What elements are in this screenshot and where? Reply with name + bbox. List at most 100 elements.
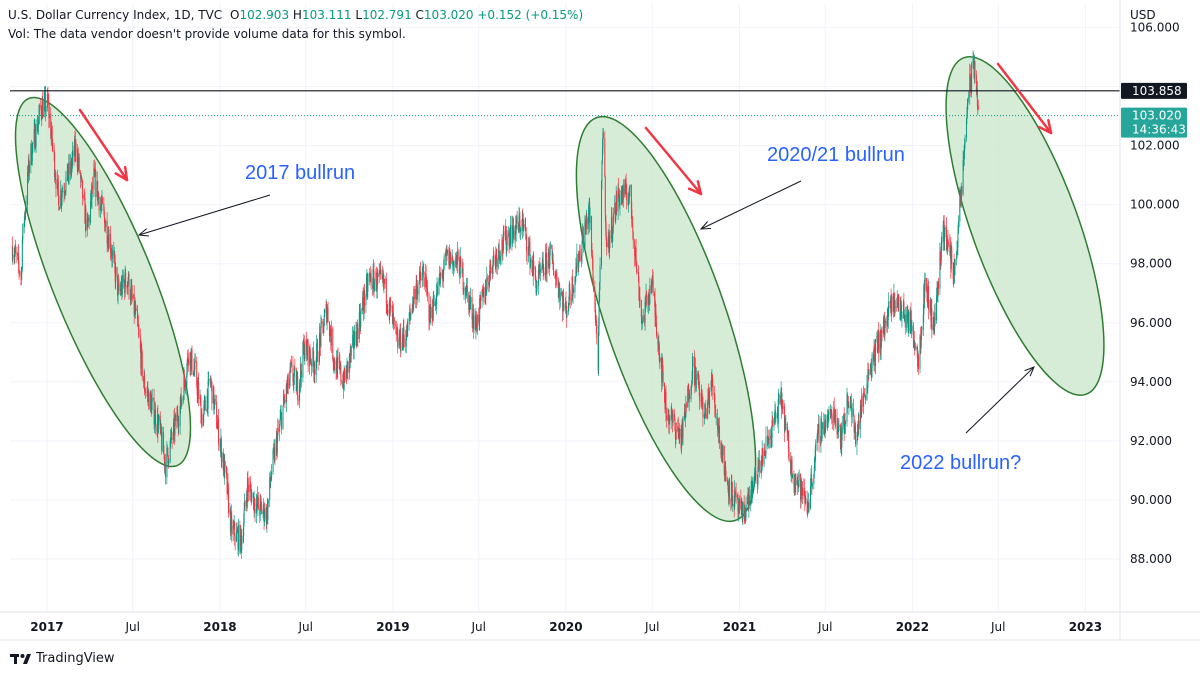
candle-body xyxy=(481,290,483,301)
candle-body xyxy=(533,260,535,269)
candle-body xyxy=(386,304,388,306)
candle-body xyxy=(269,477,271,500)
candle-body xyxy=(944,227,946,230)
candle-body xyxy=(710,390,712,392)
candle-body xyxy=(725,479,727,480)
candle-body xyxy=(428,293,430,322)
candle-body xyxy=(177,421,179,427)
candle-body xyxy=(389,299,391,305)
candle-body xyxy=(598,325,600,371)
pointer-arrow-2020-head xyxy=(699,221,712,230)
candle-body xyxy=(237,524,239,550)
candle-body xyxy=(604,176,606,216)
candle-body xyxy=(719,426,721,443)
candle-body xyxy=(698,384,700,388)
candle-body xyxy=(669,419,671,421)
candle-body xyxy=(536,285,538,288)
candle-body xyxy=(816,435,818,444)
candle-body xyxy=(464,287,466,295)
candle-body xyxy=(360,311,362,328)
candle-body xyxy=(302,342,304,378)
candle-body xyxy=(880,337,882,350)
candle-body xyxy=(751,490,753,499)
candle-body xyxy=(144,377,146,392)
y-tick-label: 94.000 xyxy=(1130,375,1172,389)
candle-body xyxy=(373,268,375,271)
candle-body xyxy=(125,272,127,286)
candle-body xyxy=(356,324,358,328)
candle-body xyxy=(153,398,155,399)
candle-body xyxy=(764,452,766,456)
candle-body xyxy=(492,259,494,274)
candle-body xyxy=(774,409,776,419)
candle-body xyxy=(691,379,693,385)
candle-body xyxy=(567,306,569,311)
candle-body xyxy=(894,306,896,310)
candle-body xyxy=(637,271,639,281)
candle-body xyxy=(677,426,679,432)
candle-body xyxy=(867,369,869,388)
annotation-text-2: 2020/21 bullrun xyxy=(767,144,905,166)
candle-body xyxy=(231,518,233,535)
candle-body xyxy=(601,161,603,182)
candle-body xyxy=(100,204,102,211)
tradingview-branding[interactable]: TradingView xyxy=(10,651,115,666)
candle-body xyxy=(281,413,283,429)
candle-body xyxy=(846,393,848,405)
candle-body xyxy=(234,522,236,537)
candle-body xyxy=(973,58,975,65)
candle-body xyxy=(810,485,812,509)
candle-body xyxy=(466,286,468,293)
candle-body xyxy=(655,323,657,337)
candle-body xyxy=(180,394,182,406)
candle-body xyxy=(611,217,613,240)
candle-body xyxy=(489,270,491,283)
candle-body xyxy=(18,264,20,272)
candle-body xyxy=(219,443,221,448)
candle-body xyxy=(50,134,52,139)
candle-body xyxy=(825,419,827,430)
low-value: 102.791 xyxy=(362,8,412,22)
candle-body xyxy=(145,392,147,393)
candle-body xyxy=(379,272,381,273)
candle-body xyxy=(910,310,912,321)
candle-body xyxy=(742,502,744,520)
candle-body xyxy=(778,396,780,400)
candle-body xyxy=(403,326,405,339)
candle-body xyxy=(572,276,574,297)
candle-body xyxy=(589,215,591,223)
candle-body xyxy=(164,463,166,478)
candle-body xyxy=(657,336,659,345)
candle-body xyxy=(551,248,553,260)
candle-body xyxy=(622,184,624,201)
candle-body xyxy=(797,480,799,486)
candle-body xyxy=(511,231,513,244)
candle-body xyxy=(317,361,319,363)
candle-body xyxy=(545,252,547,276)
candle-body xyxy=(811,483,813,487)
candle-body xyxy=(57,182,59,197)
x-tick-label: Jul xyxy=(817,620,832,634)
candle-body xyxy=(675,430,677,440)
candle-body xyxy=(534,268,536,271)
candle-body xyxy=(137,320,139,326)
candle-body xyxy=(18,253,20,265)
candle-body xyxy=(141,352,143,377)
candle-body xyxy=(47,101,49,103)
candle-body xyxy=(71,165,73,172)
candle-body xyxy=(513,230,515,241)
candle-body xyxy=(569,284,571,298)
candle-body xyxy=(419,271,421,272)
candle-body xyxy=(585,222,587,230)
candle-body xyxy=(815,443,817,451)
candle-body xyxy=(837,426,839,433)
candle-body xyxy=(33,128,35,144)
candle-body xyxy=(31,161,33,164)
candle-body xyxy=(12,255,14,260)
candle-body xyxy=(318,332,320,363)
candle-body xyxy=(701,389,703,402)
candle-body xyxy=(838,424,840,427)
candle-body xyxy=(324,311,326,316)
candle-body xyxy=(368,274,370,282)
